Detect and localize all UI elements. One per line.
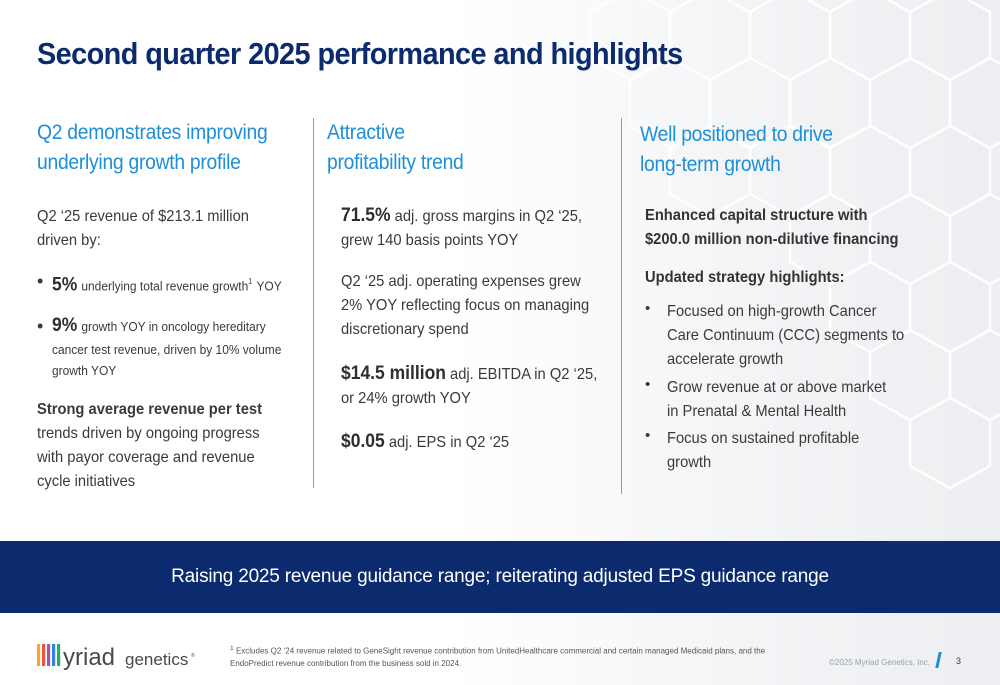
gross-margin-text-line-2: grew 140 basis points YOY [341, 232, 519, 249]
column-1-heading: Q2 demonstrates improving underlying gro… [37, 118, 268, 178]
oncology-growth-line-2: cancer test revenue, driven by 10% volum… [52, 342, 282, 357]
operating-expenses-line-1: Q2 ‘25 adj. operating expenses grew [341, 273, 581, 290]
strategy-item-prenatal: Grow revenue at or above market in Prena… [667, 376, 886, 424]
revenue-per-test-bold: Strong average revenue per test [37, 401, 262, 418]
column-divider-1 [313, 118, 314, 488]
capital-structure-line-1: Enhanced capital structure with [645, 207, 868, 224]
bullet-marker: • [645, 300, 651, 317]
bullet-marker: • [37, 271, 44, 291]
revenue-growth-tail: YOY [256, 278, 282, 294]
guidance-banner-text: Raising 2025 revenue guidance range; rei… [171, 566, 829, 587]
column-2-heading: Attractive profitability trend [327, 118, 464, 178]
eps-value: $0.05 [341, 431, 385, 452]
guidance-banner: Raising 2025 revenue guidance range; rei… [0, 541, 1000, 613]
myriad-genetics-logo: yriad genetics ® [37, 644, 195, 671]
capital-structure-paragraph: Enhanced capital structure with $200.0 m… [645, 204, 899, 252]
hexagon-pattern-background [588, 0, 1000, 490]
revenue-intro-line-2: driven by: [37, 232, 101, 249]
strategy-item-ccc-line-3: accelerate growth [667, 351, 784, 368]
copyright: ©2025 Myriad Genetics, Inc. [829, 658, 931, 667]
footnote-line-2: EndoPredict revenue contribution from th… [230, 658, 462, 668]
page-number: 3 [956, 656, 962, 666]
strategy-item-ccc-line-2: Care Continuum (CCC) segments to [667, 327, 905, 344]
capital-structure-line-2: $200.0 million non-dilutive financing [645, 231, 899, 248]
eps-metric: $0.05 adj. EPS in Q2 ‘25 [341, 430, 509, 455]
strategy-item-prenatal-line-1: Grow revenue at or above market [667, 379, 887, 396]
bullet-marker: • [645, 427, 651, 444]
revenue-per-test-line-2: trends driven by ongoing progress [37, 425, 260, 442]
column-1-heading-line-2: underlying growth profile [37, 151, 241, 174]
strategy-item-ccc: Focused on high-growth Cancer Care Conti… [667, 300, 904, 372]
oncology-growth-line-1: growth YOY in oncology hereditary [81, 319, 266, 334]
ebitda-value: $14.5 million [341, 363, 446, 384]
column-1-heading-line-1: Q2 demonstrates improving [37, 121, 268, 144]
gross-margin-metric: 71.5% adj. gross margins in Q2 ‘25, grew… [341, 204, 582, 253]
strategy-item-profitability-line-2: growth [667, 454, 712, 471]
oncology-growth-value: 9% [52, 315, 78, 336]
ebitda-text-line-1: adj. EBITDA in Q2 ‘25, [450, 366, 598, 383]
oncology-growth-bullet: 9% growth YOY in oncology hereditary can… [52, 314, 281, 381]
strategy-item-prenatal-line-2: in Prenatal & Mental Health [667, 403, 847, 420]
bullet-marker: • [37, 316, 44, 336]
column-2-heading-line-1: Attractive [327, 121, 405, 144]
ebitda-text-line-2: or 24% growth YOY [341, 390, 471, 407]
footnote-ref: 1 [248, 277, 253, 286]
ebitda-metric: $14.5 million adj. EBITDA in Q2 ‘25, or … [341, 362, 597, 411]
operating-expenses-line-2: 2% YOY reflecting focus on managing [341, 297, 590, 314]
revenue-growth-bullet: 5% underlying total revenue growth1 YOY [52, 270, 282, 298]
gross-margin-text-line-1: adj. gross margins in Q2 ‘25, [394, 208, 583, 225]
bullet-marker: • [645, 376, 651, 393]
slash-divider [935, 652, 942, 668]
revenue-intro-line-1: Q2 ‘25 revenue of $213.1 million [37, 208, 249, 225]
column-3-heading-line-2: long-term growth [640, 153, 781, 176]
footnote-marker: 1 [230, 645, 234, 652]
page-title: Second quarter 2025 performance and high… [37, 36, 683, 71]
oncology-growth-line-3: growth YOY [52, 363, 117, 378]
column-divider-2 [621, 118, 622, 494]
strategy-item-profitability: Focus on sustained profitable growth [667, 427, 859, 475]
revenue-per-test-line-3: with payor coverage and revenue [37, 449, 255, 466]
gross-margin-value: 71.5% [341, 205, 391, 226]
eps-text: adj. EPS in Q2 ‘25 [388, 434, 510, 451]
strategy-item-profitability-line-1: Focus on sustained profitable [667, 430, 860, 447]
svg-text:genetics: genetics [125, 650, 188, 669]
footnote: 1 Excludes Q2 ‘24 revenue related to Gen… [230, 643, 765, 670]
operating-expenses-paragraph: Q2 ‘25 adj. operating expenses grew 2% Y… [341, 270, 589, 342]
operating-expenses-line-3: discretionary spend [341, 321, 469, 338]
svg-text:yriad: yriad [63, 644, 115, 671]
revenue-growth-value: 5% [52, 274, 78, 296]
column-3-heading: Well positioned to drive long-term growt… [640, 120, 833, 180]
revenue-intro: Q2 ‘25 revenue of $213.1 million driven … [37, 205, 249, 253]
revenue-per-test-paragraph: Strong average revenue per test trends d… [37, 398, 262, 494]
svg-text:®: ® [191, 652, 195, 659]
column-3-heading-line-1: Well positioned to drive [640, 123, 833, 146]
revenue-per-test-line-4: cycle initiatives [37, 473, 136, 490]
strategy-heading: Updated strategy highlights: [645, 269, 845, 286]
column-2-heading-line-2: profitability trend [327, 151, 464, 174]
strategy-item-ccc-line-1: Focused on high-growth Cancer [667, 303, 877, 320]
revenue-growth-text: underlying total revenue growth [81, 278, 249, 294]
footnote-line-1: Excludes Q2 ‘24 revenue related to GeneS… [235, 646, 766, 656]
